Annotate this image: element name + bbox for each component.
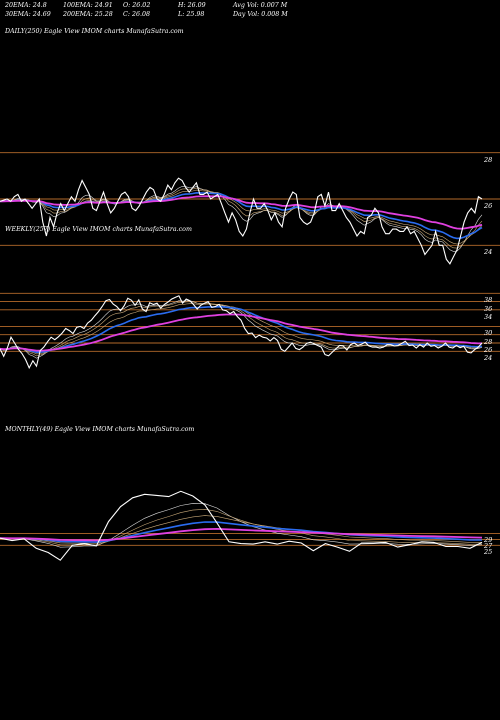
close-value: 26.08 [131, 11, 150, 18]
weekly-ytick-38: 38 [484, 296, 493, 305]
daily-ema-line-0 [0, 186, 483, 252]
header-row-1: 20EMA: 24.8 100EMA: 24.91 O: 26.02 H: 26.09… [5, 2, 287, 10]
low-label: L [178, 11, 183, 18]
ema30-label: 30EMA [5, 11, 29, 18]
ema200-value: 25.28 [94, 11, 113, 18]
avg-vol-value: 0.007 M [260, 2, 288, 9]
day-vol-label: Day Vol [233, 11, 258, 18]
monthly-ema-line-3 [0, 521, 483, 543]
weekly-ytick-26: 26 [484, 346, 493, 354]
monthly-ema-line-4 [0, 527, 483, 542]
monthly-ytick-27: 27 [484, 542, 493, 551]
open-stat: O: 26.02 [123, 2, 151, 9]
day-vol-stat: Day Vol: 0.008 M [233, 11, 288, 18]
monthly-ema-line-2 [0, 515, 482, 544]
high-label: H [178, 2, 184, 9]
ema200-stat: 200EMA: 25.28 [63, 11, 113, 18]
open-label: O [123, 2, 129, 9]
monthly-panel-label: MONTHLY(49) Eagle View IMOM charts Munaf… [5, 426, 195, 433]
low-value: 25.98 [186, 11, 205, 18]
high-value: 26.09 [187, 2, 206, 9]
weekly-ytick-28: 28 [484, 337, 493, 346]
weekly-panel-label: WEEKLY(257) Eagle View IMOM charts Munaf… [5, 226, 192, 233]
daily-ytick-26: 26 [484, 202, 493, 210]
close-label: C [123, 11, 128, 18]
monthly-price-line [0, 490, 483, 561]
weekly-ema-line-3 [0, 305, 483, 354]
ema200-label: 200EMA [63, 11, 91, 18]
daily-panel-label: DAILY(250) Eagle View IMOM charts Munafa… [5, 28, 184, 35]
low-stat: L: 25.98 [178, 11, 205, 18]
ema20-label: 20EMA [5, 2, 29, 9]
header-row-2: 30EMA: 24.69 200EMA: 25.28 C: 26.08 L: 25.9… [5, 11, 288, 19]
close-stat: C: 26.08 [123, 11, 150, 18]
weekly-ytick-34: 34 [484, 312, 493, 321]
daily-ema-line-4 [0, 195, 483, 230]
avg-vol-stat: Avg Vol: 0.007 M [233, 2, 288, 9]
daily-ytick-24: 24 [484, 248, 493, 257]
weekly-ytick-36: 36 [484, 304, 493, 313]
weekly-ytick-30: 30 [484, 329, 493, 338]
weekly-price-line [0, 295, 483, 370]
ema100-label: 100EMA [63, 2, 91, 9]
ema30-stat: 30EMA: 24.69 [5, 11, 51, 18]
day-vol-value: 0.008 M [261, 11, 288, 18]
weekly-ytick-24: 24 [484, 354, 493, 363]
monthly-ytick-29: 29 [484, 536, 493, 545]
monthly-ytick-25: 25 [484, 548, 493, 557]
ema20-value: 24.8 [32, 2, 47, 9]
ema100-stat: 100EMA: 24.91 [63, 2, 113, 9]
open-value: 26.02 [132, 2, 151, 9]
ema20-stat: 20EMA: 24.8 [5, 2, 47, 9]
ema100-value: 24.91 [94, 2, 113, 9]
high-stat: H: 26.09 [178, 2, 206, 9]
weekly-ema-line-4 [0, 313, 483, 352]
daily-ytick-28: 28 [484, 155, 493, 164]
daily-price-line [0, 177, 483, 265]
ema30-value: 24.69 [32, 11, 51, 18]
monthly-ema-line-1 [0, 508, 483, 546]
avg-vol-label: Avg Vol [233, 2, 257, 9]
